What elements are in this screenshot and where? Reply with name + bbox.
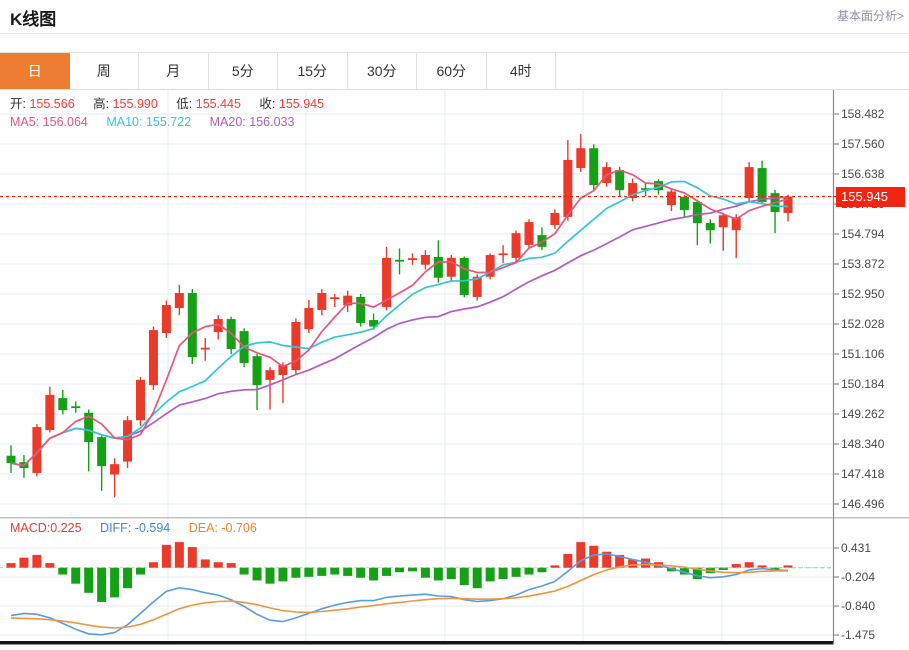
price-axis-label: 157.560 bbox=[841, 137, 885, 151]
tab-日[interactable]: 日 bbox=[0, 53, 70, 89]
tab-周[interactable]: 周 bbox=[69, 53, 139, 89]
page-title: K线图 bbox=[10, 10, 57, 29]
tab-30分[interactable]: 30分 bbox=[347, 53, 417, 89]
macd-lines bbox=[10, 553, 833, 636]
ma20-line bbox=[10, 196, 789, 467]
ma-lines bbox=[10, 169, 789, 467]
diff-legend: DIFF: -0.594 bbox=[100, 521, 170, 535]
tab-15分[interactable]: 15分 bbox=[278, 53, 348, 89]
timeframe-tabbar: 日周月 5分 15分 30分 60分 4时 bbox=[0, 52, 909, 90]
close-pair: 收: 155.945 bbox=[259, 97, 324, 111]
open-pair: 开: 155.566 bbox=[10, 97, 75, 111]
dea-value: -0.706 bbox=[221, 521, 257, 535]
ohlc-bar: 开: 155.566 高: 155.990 低: 155.445 收: 155.… bbox=[10, 93, 339, 112]
close-value: 155.945 bbox=[278, 97, 325, 111]
fundamental-analysis-link[interactable]: 基本面分析> bbox=[836, 9, 904, 23]
price-axis-label: 150.184 bbox=[841, 377, 885, 391]
tab-5分[interactable]: 5分 bbox=[208, 53, 278, 89]
price-axis-label: 152.950 bbox=[841, 287, 885, 301]
price-axis-label: 153.872 bbox=[841, 257, 885, 271]
close-label: 收: bbox=[259, 97, 276, 111]
ma20-value: 156.033 bbox=[249, 115, 295, 129]
macd-value: 0.225 bbox=[50, 521, 82, 535]
high-label: 高: bbox=[93, 97, 110, 111]
price-axis-label: 158.482 bbox=[841, 107, 885, 121]
low-value: 155.445 bbox=[195, 97, 241, 111]
ma10-legend: MA10: 155.722 bbox=[106, 115, 191, 129]
ma5-line bbox=[10, 169, 789, 467]
ma5-label: MA5: bbox=[10, 115, 40, 129]
price-axis-label: 152.028 bbox=[841, 317, 885, 331]
frame-layer bbox=[0, 90, 909, 645]
tab-月[interactable]: 月 bbox=[139, 53, 209, 89]
high-value: 155.990 bbox=[112, 97, 158, 111]
current-price-tag: 155.945 bbox=[836, 186, 905, 207]
macd-histogram bbox=[6, 542, 793, 602]
macd-axis-label: -1.475 bbox=[841, 628, 876, 643]
dea-label: DEA: bbox=[188, 521, 218, 535]
price-axis-label: 148.340 bbox=[841, 437, 885, 451]
price-axis-label: 147.418 bbox=[841, 467, 885, 481]
macd-legend: MACD:0.225 bbox=[10, 521, 82, 535]
ma-legend-bar: MA5: 156.064 MA10: 155.722 MA20: 156.033 bbox=[10, 115, 309, 129]
ma10-label: MA10: bbox=[106, 115, 143, 129]
price-axis-label: 154.794 bbox=[841, 227, 885, 241]
macd-axis-label: -0.204 bbox=[841, 570, 876, 584]
grid-layer bbox=[0, 90, 833, 641]
macd-axis-label: -0.840 bbox=[841, 599, 876, 614]
low-label: 低: bbox=[176, 97, 193, 111]
open-label: 开: bbox=[10, 97, 26, 111]
ma5-legend: MA5: 156.064 bbox=[10, 115, 88, 129]
macd-label: MACD: bbox=[10, 521, 51, 535]
dea-legend: DEA: -0.706 bbox=[189, 521, 257, 535]
ma5-value: 156.064 bbox=[42, 115, 88, 129]
macd-axis-label: 0.431 bbox=[841, 541, 872, 555]
price-axis-label: 151.106 bbox=[841, 347, 885, 361]
open-value: 155.566 bbox=[29, 97, 75, 111]
tab-4时[interactable]: 4时 bbox=[486, 53, 556, 89]
high-pair: 高: 155.990 bbox=[93, 97, 158, 111]
ma20-label: MA20: bbox=[209, 115, 246, 129]
ma10-line bbox=[10, 180, 789, 467]
diff-label: DIFF: bbox=[100, 521, 132, 535]
candles-layer bbox=[6, 133, 793, 498]
tab-60分[interactable]: 60分 bbox=[417, 53, 487, 89]
price-axis-label: 146.496 bbox=[841, 497, 885, 511]
price-axis-label: 156.638 bbox=[841, 167, 885, 181]
ma10-value: 155.722 bbox=[145, 115, 192, 129]
dea-line bbox=[10, 563, 788, 629]
diff-value: -0.594 bbox=[134, 521, 171, 535]
low-pair: 低: 155.445 bbox=[176, 97, 241, 111]
macd-legend-bar: MACD:0.225 DIFF: -0.594 DEA: -0.706 bbox=[10, 521, 272, 535]
ma20-legend: MA20: 156.033 bbox=[210, 115, 295, 129]
price-axis-label: 149.262 bbox=[841, 407, 885, 421]
header-divider bbox=[0, 33, 909, 34]
